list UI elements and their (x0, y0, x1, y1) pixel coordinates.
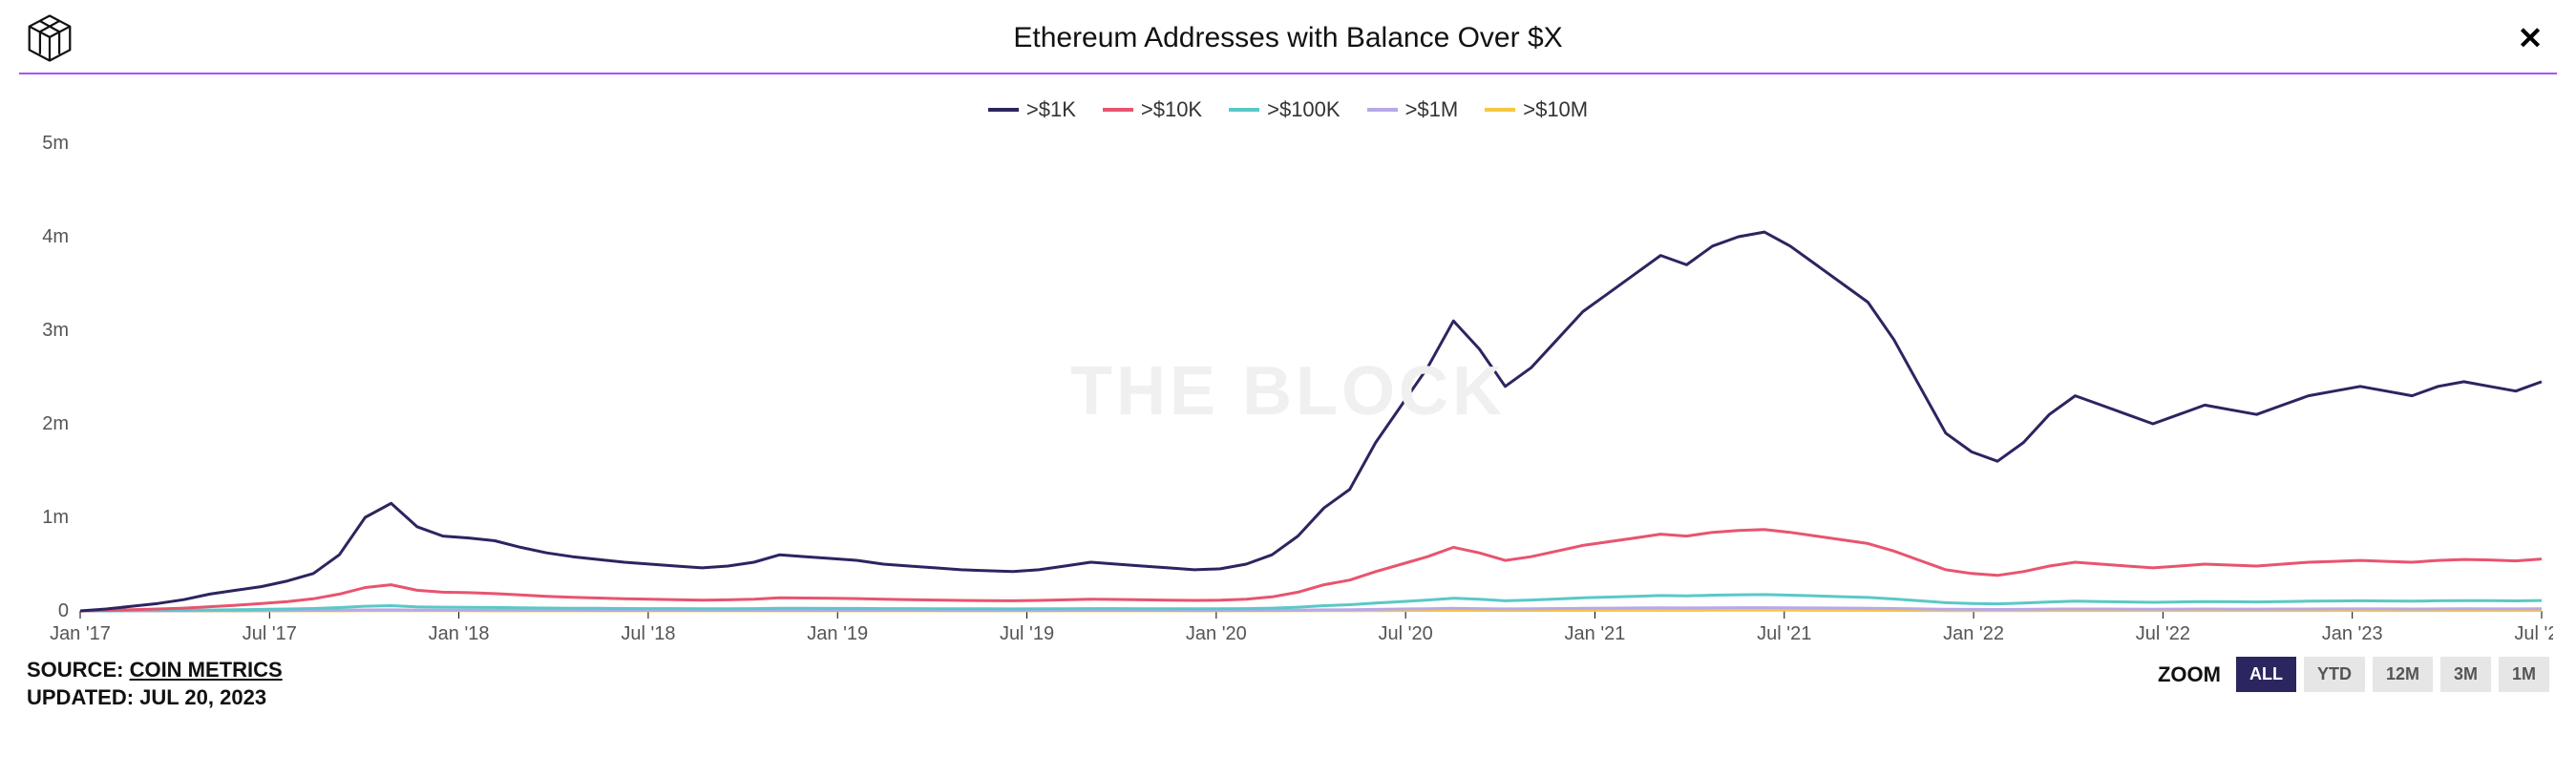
y-tick-label: 1m (42, 507, 69, 528)
legend-item[interactable]: >$10M (1485, 97, 1588, 122)
zoom-button-3m[interactable]: 3M (2440, 657, 2491, 692)
x-tick-label: Jul '23 (2514, 623, 2553, 644)
x-tick-label: Jul '17 (243, 623, 297, 644)
x-tick-label: Jan '21 (1565, 623, 1626, 644)
updated-value: JUL 20, 2023 (139, 685, 266, 709)
line-chart: 0 1m 2m 3m 4m 5m Jan '17 Jul '17 Jan '18 Jul '18 J… (23, 134, 2553, 649)
chart-title: Ethereum Addresses with Balance Over $X (1013, 22, 1562, 54)
legend-label: >$10K (1141, 97, 1202, 122)
x-tick-label: Jan '23 (2322, 623, 2383, 644)
y-tick-label: 5m (42, 134, 69, 154)
x-tick-label: Jan '22 (1943, 623, 2004, 644)
legend-swatch (1367, 108, 1398, 112)
legend-item[interactable]: >$1K (988, 97, 1076, 122)
x-tick-label: Jul '18 (621, 623, 675, 644)
y-tick-label: 0 (58, 600, 69, 621)
y-tick-label: 3m (42, 320, 69, 341)
chart-footer: SOURCE: COIN METRICS UPDATED: JUL 20, 20… (0, 649, 2576, 711)
x-tick-label: Jul '20 (1379, 623, 1433, 644)
legend-swatch (1229, 108, 1259, 112)
zoom-button-12m[interactable]: 12M (2373, 657, 2433, 692)
series-line (80, 232, 2542, 611)
x-tick-label: Jul '19 (1000, 623, 1054, 644)
legend-label: >$100K (1267, 97, 1340, 122)
legend-swatch (1103, 108, 1133, 112)
legend-item[interactable]: >$100K (1229, 97, 1340, 122)
close-button[interactable]: ✕ (2507, 15, 2553, 61)
x-tick-label: Jul '22 (2136, 623, 2190, 644)
x-tick-label: Jan '19 (807, 623, 868, 644)
legend-swatch (988, 108, 1019, 112)
source-label: SOURCE: (27, 658, 130, 682)
x-tick-label: Jul '21 (1757, 623, 1811, 644)
chart-legend: >$1K >$10K >$100K >$1M >$10M (0, 74, 2576, 134)
y-tick-label: 4m (42, 226, 69, 247)
legend-label: >$1K (1026, 97, 1076, 122)
updated-label: UPDATED: (27, 685, 139, 709)
zoom-button-all[interactable]: ALL (2236, 657, 2296, 692)
y-tick-label: 2m (42, 413, 69, 434)
zoom-controls: ZOOM ALLYTD12M3M1M (2158, 657, 2549, 692)
footer-meta: SOURCE: COIN METRICS UPDATED: JUL 20, 20… (27, 657, 283, 711)
chart-header: Ethereum Addresses with Balance Over $X … (0, 0, 2576, 73)
x-tick-label: Jan '17 (50, 623, 111, 644)
zoom-button-ytd[interactable]: YTD (2304, 657, 2365, 692)
zoom-button-group: ALLYTD12M3M1M (2236, 657, 2549, 692)
source-link[interactable]: COIN METRICS (130, 658, 283, 682)
legend-item[interactable]: >$1M (1367, 97, 1459, 122)
theblock-logo-icon (23, 11, 76, 65)
series-line (80, 530, 2542, 611)
chart-container: THE BLOCK 01m2m3m4m5mJan '17Jul '17Jan '… (23, 134, 2553, 649)
legend-item[interactable]: >$10K (1103, 97, 1202, 122)
legend-swatch (1485, 108, 1515, 112)
close-icon: ✕ (2518, 20, 2544, 56)
zoom-label: ZOOM (2158, 662, 2221, 687)
x-tick-label: Jan '20 (1186, 623, 1247, 644)
legend-label: >$10M (1523, 97, 1588, 122)
x-tick-label: Jan '18 (429, 623, 490, 644)
legend-label: >$1M (1405, 97, 1459, 122)
zoom-button-1m[interactable]: 1M (2499, 657, 2549, 692)
